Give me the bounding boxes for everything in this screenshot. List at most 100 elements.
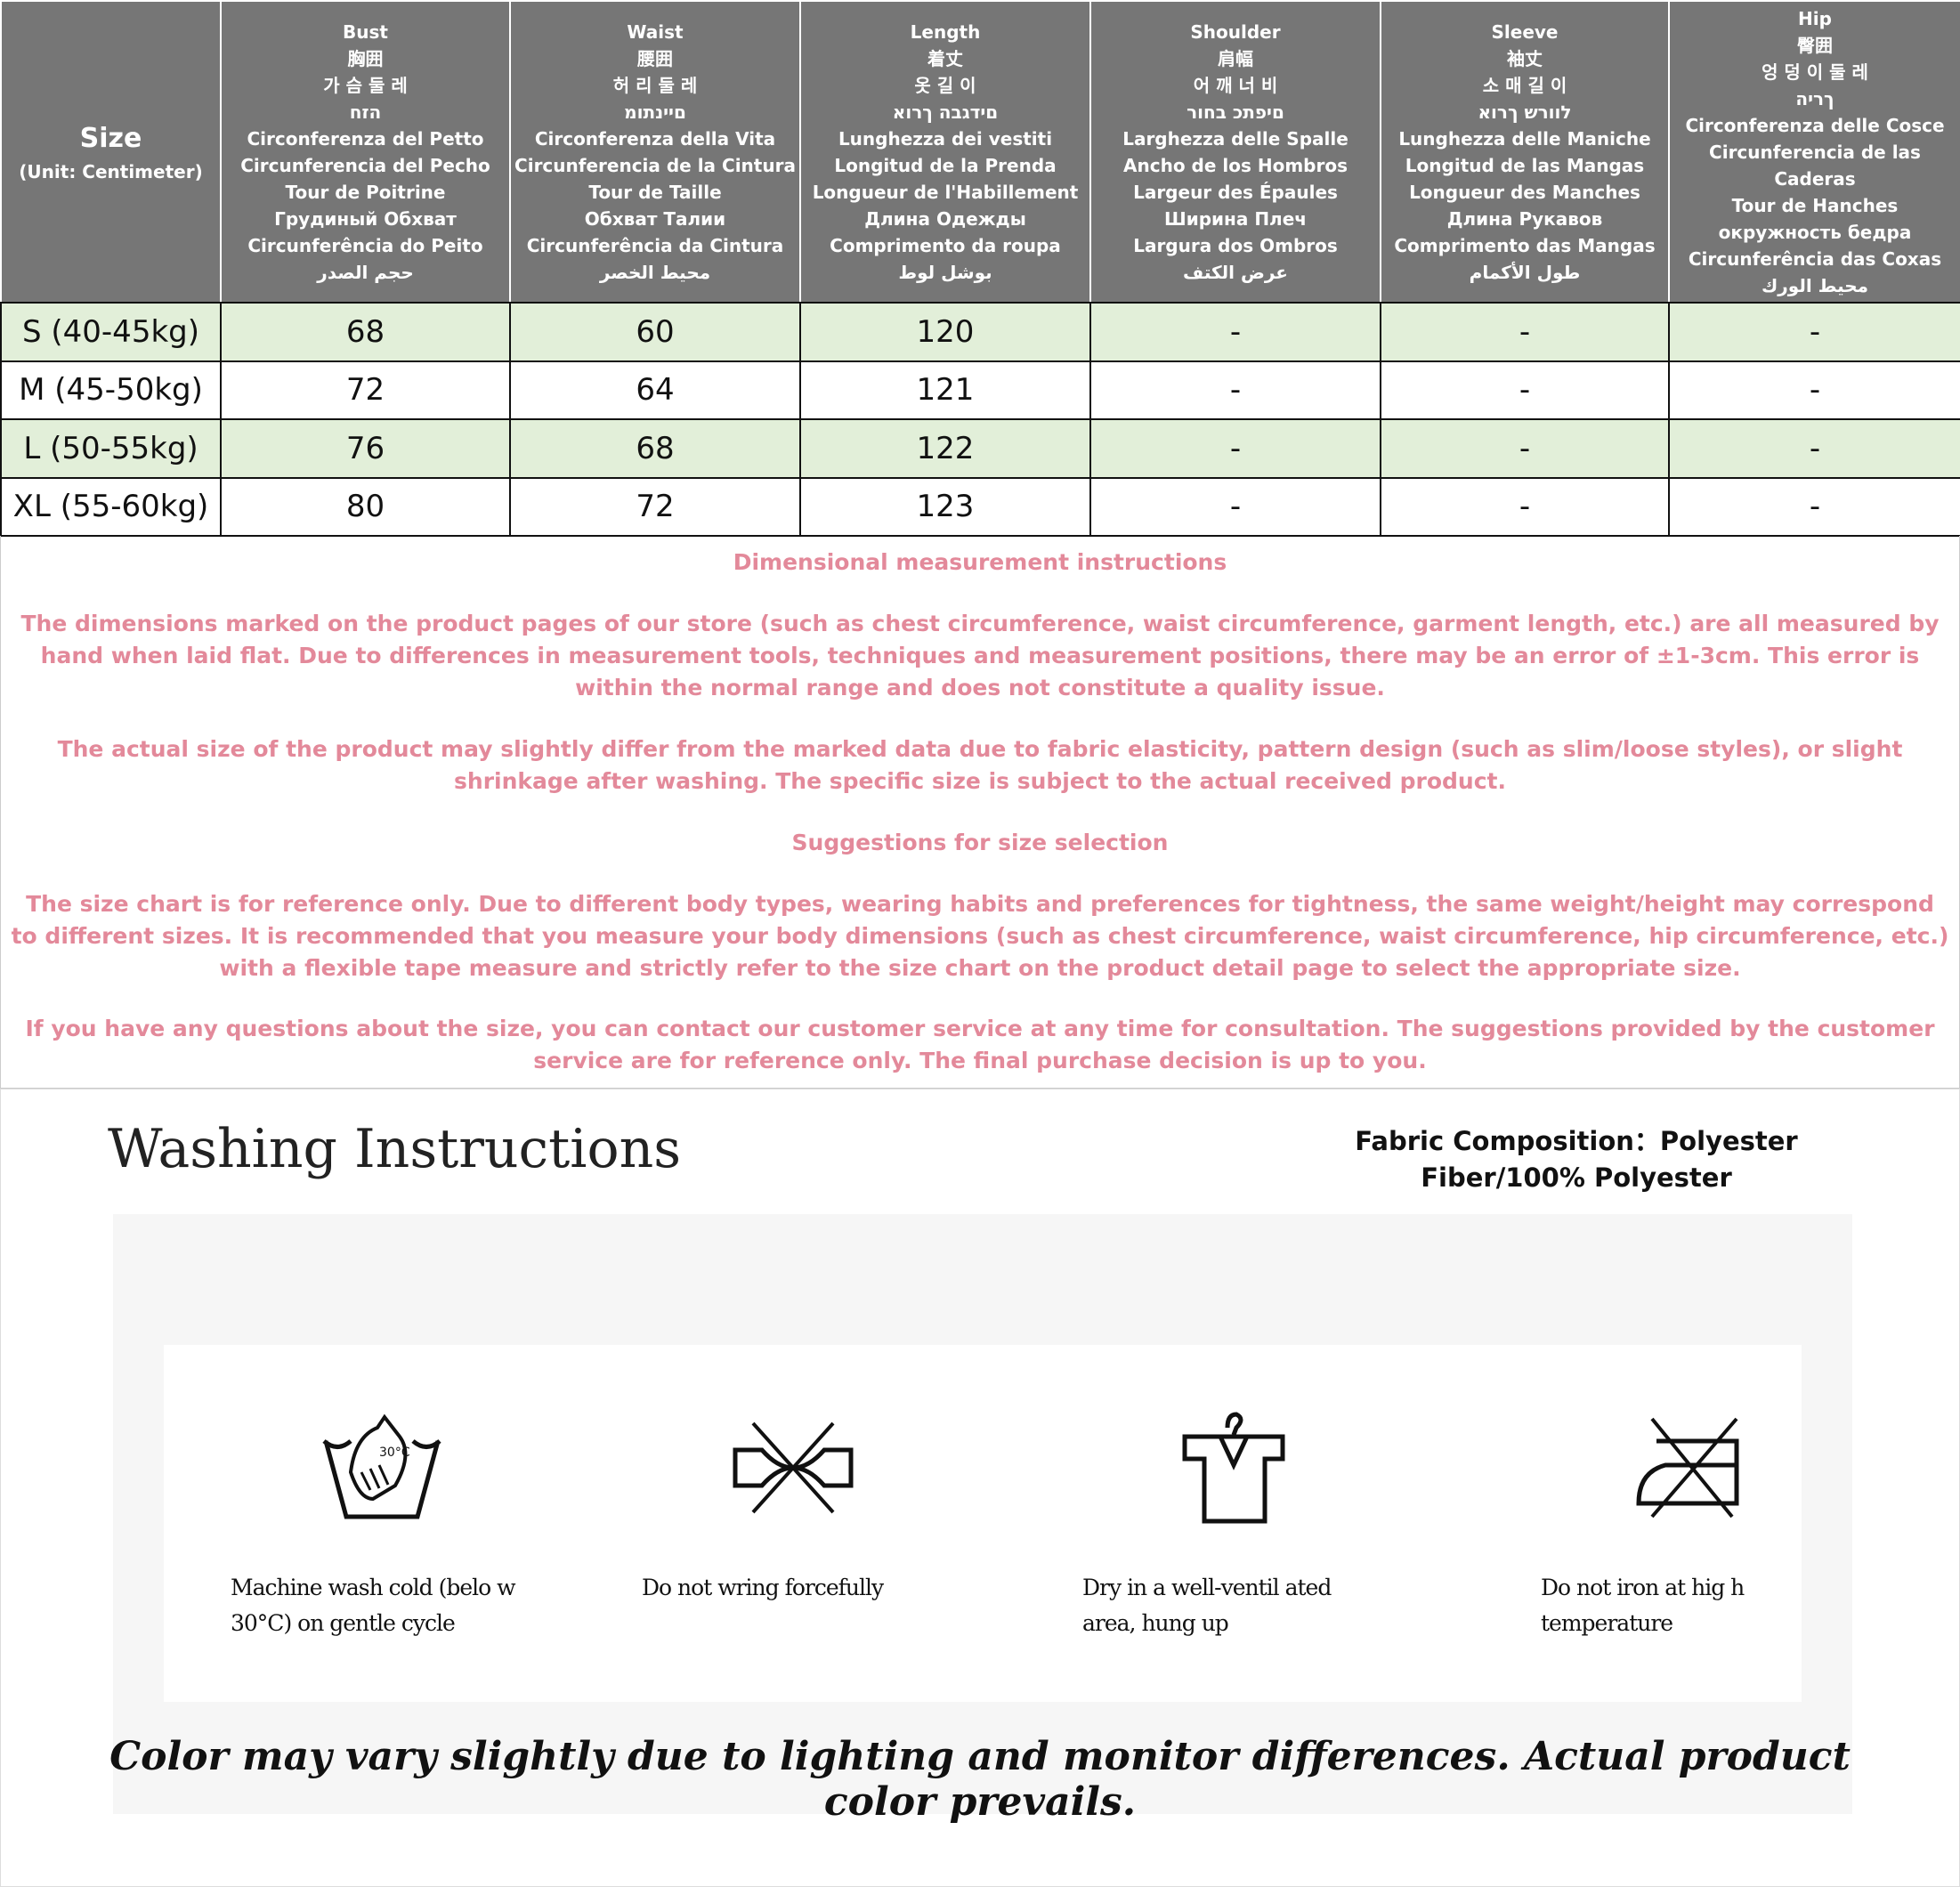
table-row: S (40-45kg) 68 60 120- - - <box>0 302 1960 362</box>
measurement-cell: 76 <box>220 418 511 479</box>
notes-paragraph-3: The size chart is for reference only. Du… <box>11 891 1949 981</box>
header-label-line: 腰囲 <box>637 47 673 69</box>
measurement-cell: 80 <box>220 476 511 537</box>
header-label-line: םיפתכ בחור <box>1187 101 1284 123</box>
header-label-line: Tour de Poitrine <box>285 181 446 203</box>
sleeve-header: Sleeve 袖丈 소 매 길 이 לוורש ךרוא Lunghezza delle… <box>1380 0 1670 304</box>
header-label-line: 肩幅 <box>1218 47 1253 69</box>
header-label-line: Longueur des Manches <box>1409 181 1640 203</box>
bust-header: Bust 胸囲 가 슴 둘 레 הזח Circonferenza del Petto C… <box>220 0 511 304</box>
header-label-line: Tour de Hanches <box>1731 194 1899 216</box>
header-label-line: 허 리 둘 레 <box>612 74 698 96</box>
header-label-line: 옷 길 이 <box>914 74 976 96</box>
hang-dry-icon <box>1182 1412 1285 1524</box>
header-label-line: Ширина Плеч <box>1163 207 1307 230</box>
header-label-line: Longueur de l'Habillement <box>812 181 1079 203</box>
measurement-cell: - <box>1380 476 1670 537</box>
header-label-line: םיינתומ <box>624 101 686 123</box>
header-label-line: Circonferenza della Vita <box>534 127 776 150</box>
header-label-line: Sleeve <box>1491 20 1559 43</box>
washing-section: Washing Instructions Fabric Composition：… <box>0 1089 1960 1887</box>
header-label-line: 소 매 길 이 <box>1482 74 1567 96</box>
notes-paragraph-4: If you have any questions about the size… <box>25 1016 1935 1073</box>
care-caption: Machine wash cold (belo w 30°C) on gentl… <box>231 1575 516 1636</box>
header-label-line: عرض الكتف <box>1183 261 1288 283</box>
size-header-title: Size <box>79 122 142 154</box>
care-item-dry: Dry in a well-ventil ated area, hung up <box>1082 1401 1385 1641</box>
header-label-line: Larghezza delle Spalle <box>1122 127 1349 150</box>
do-not-wring-icon <box>733 1421 854 1514</box>
measurement-cell: - <box>1089 302 1381 362</box>
header-label-line: окружность бедра <box>1718 221 1912 243</box>
header-label-line: بوشل لوط <box>898 261 992 283</box>
washing-title: Washing Instructions <box>108 1118 682 1180</box>
header-label-line: Waist <box>627 20 684 43</box>
header-label-line: محيط الورك <box>1761 274 1869 296</box>
care-item-wash: 30°C Machine wash cold (belo w 30°C) on … <box>231 1401 533 1641</box>
measurement-cell: 72 <box>220 360 511 420</box>
header-label-line: Comprimento da roupa <box>830 234 1061 256</box>
measurement-cell: - <box>1089 360 1381 420</box>
care-item-wring: Do not wring forcefully <box>642 1401 944 1606</box>
notes-paragraph-2: The actual size of the product may sligh… <box>57 736 1903 794</box>
header-label-line: محيط الخصر <box>599 261 711 283</box>
header-label-line: Lunghezza dei vestiti <box>838 127 1053 150</box>
header-label-line: Hip <box>1798 7 1832 29</box>
measurement-cell: - <box>1668 360 1960 420</box>
header-label-line: Длина Рукавов <box>1446 207 1603 230</box>
header-label-line: Shoulder <box>1190 20 1281 43</box>
shoulder-header: Shoulder 肩幅 어 깨 너 비 םיפתכ בחור Larghezza del… <box>1089 0 1381 304</box>
header-label-line: לוורש ךרוא <box>1478 101 1572 123</box>
notes-title-suggestions: Suggestions for size selection <box>791 830 1169 855</box>
header-label-line: Circunferência da Cintura <box>526 234 784 256</box>
header-label-line: הזח <box>349 101 382 123</box>
measurement-cell: - <box>1380 418 1670 479</box>
header-label-line: םידגבה ךרוא <box>892 101 999 123</box>
measurement-cell: - <box>1380 302 1670 362</box>
table-row: M (45-50kg) 72 64 121- - - <box>0 360 1960 420</box>
size-cell: L (50-55kg) <box>0 418 222 479</box>
measurement-cell: - <box>1668 418 1960 479</box>
size-header-unit: (Unit: Centimeter) <box>19 160 203 182</box>
care-panel <box>164 1345 1802 1702</box>
measurement-cell: - <box>1089 418 1381 479</box>
length-header: Length 着丈 옷 길 이 םידגבה ךרוא Lunghezza dei ve… <box>799 0 1091 304</box>
size-cell: XL (55-60kg) <box>0 476 222 537</box>
measurement-cell: 68 <box>220 302 511 362</box>
measurement-cell: - <box>1668 302 1960 362</box>
header-label-line: 어 깨 너 비 <box>1193 74 1278 96</box>
header-label-line: Circunferência das Coxas <box>1688 247 1942 270</box>
header-label-line: Longitud de las Mangas <box>1405 154 1645 176</box>
header-label-line: Circunferencia de la Cintura <box>514 154 796 176</box>
do-not-iron-icon <box>1636 1417 1739 1519</box>
care-caption: Do not wring forcefully <box>642 1575 884 1600</box>
header-label-line: Circonferenza delle Cosce <box>1685 114 1945 136</box>
header-label-line: Обхват Талии <box>584 207 726 230</box>
measurement-cell: - <box>1380 360 1670 420</box>
table-row: XL (55-60kg) 80 72 123- - - <box>0 476 1960 537</box>
svg-text:30°C: 30°C <box>379 1446 410 1460</box>
header-label-line: Longitud de la Prenda <box>834 154 1057 176</box>
measurement-cell: 122 <box>799 418 1091 479</box>
measurement-cell: - <box>1668 476 1960 537</box>
header-row: Size (Unit: Centimeter) Bust 胸囲 가 슴 둘 레 הזח… <box>0 0 1960 304</box>
header-label-line: Circunferência do Peito <box>247 234 483 256</box>
size-chart-table: Size (Unit: Centimeter) Bust 胸囲 가 슴 둘 레 הזח… <box>0 0 1960 537</box>
measurement-cell: 120 <box>799 302 1091 362</box>
header-label-line: Circunferencia del Pecho <box>240 154 490 176</box>
table-row: L (50-55kg) 76 68 122- - - <box>0 418 1960 479</box>
header-label-line: طول الأكمام <box>1469 261 1581 283</box>
size-cell: M (45-50kg) <box>0 360 222 420</box>
header-label-line: Lunghezza delle Maniche <box>1398 127 1651 150</box>
header-label-line: 袖丈 <box>1507 47 1543 69</box>
size-cell: S (40-45kg) <box>0 302 222 362</box>
header-label-line: 胸囲 <box>347 47 384 69</box>
measurement-cell: 121 <box>799 360 1091 420</box>
notes-title-measurement: Dimensional measurement instructions <box>733 549 1227 575</box>
header-label-line: Largura dos Ombros <box>1133 234 1338 256</box>
header-label-line: Грудиный Обхват <box>274 207 457 230</box>
measurement-cell: 123 <box>799 476 1091 537</box>
header-label-line: Ancho de los Hombros <box>1123 154 1348 176</box>
header-label-line: 가 슴 둘 레 <box>323 74 408 96</box>
hand-wash-30-icon: 30°C <box>322 1413 441 1519</box>
